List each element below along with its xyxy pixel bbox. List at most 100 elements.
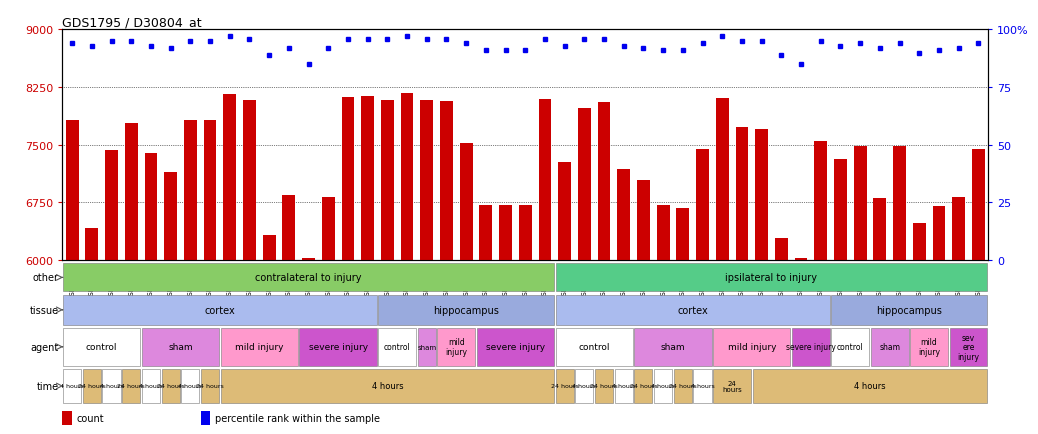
- Bar: [696, 150, 709, 434]
- Bar: [618, 170, 630, 434]
- Text: 24 hours: 24 hours: [668, 384, 696, 388]
- Bar: [756, 129, 768, 434]
- Text: percentile rank within the sample: percentile rank within the sample: [215, 413, 380, 423]
- Text: severe injury: severe injury: [486, 342, 545, 352]
- Text: agent: agent: [30, 342, 58, 352]
- FancyBboxPatch shape: [182, 369, 199, 403]
- FancyBboxPatch shape: [575, 369, 594, 403]
- Text: 24 hours: 24 hours: [157, 384, 185, 388]
- Bar: [401, 94, 413, 434]
- FancyBboxPatch shape: [221, 369, 554, 403]
- Bar: [322, 197, 334, 434]
- FancyBboxPatch shape: [555, 328, 633, 366]
- Bar: [637, 181, 650, 434]
- Bar: [62, 411, 72, 425]
- Bar: [243, 101, 255, 434]
- Bar: [361, 97, 374, 434]
- FancyBboxPatch shape: [555, 295, 829, 325]
- Text: contralateral to injury: contralateral to injury: [255, 273, 362, 283]
- Bar: [125, 124, 138, 434]
- FancyBboxPatch shape: [437, 328, 475, 366]
- Bar: [952, 197, 965, 434]
- Text: control: control: [837, 342, 864, 352]
- Text: control: control: [86, 342, 117, 352]
- Text: 4 hours: 4 hours: [100, 384, 124, 388]
- Text: 24 hours: 24 hours: [78, 384, 106, 388]
- Bar: [972, 150, 985, 434]
- Text: 4 hours: 4 hours: [651, 384, 675, 388]
- Bar: [184, 121, 197, 434]
- Text: mild injury: mild injury: [235, 342, 283, 352]
- Bar: [85, 228, 99, 434]
- Text: hippocampus: hippocampus: [876, 305, 943, 315]
- Text: mild
injury: mild injury: [445, 338, 467, 356]
- FancyBboxPatch shape: [300, 328, 377, 366]
- Text: count: count: [76, 413, 104, 423]
- FancyBboxPatch shape: [831, 295, 987, 325]
- Bar: [282, 196, 295, 434]
- FancyBboxPatch shape: [950, 328, 987, 366]
- Text: 4 hours: 4 hours: [572, 384, 596, 388]
- FancyBboxPatch shape: [713, 369, 750, 403]
- Bar: [263, 235, 275, 434]
- Text: sham: sham: [660, 342, 685, 352]
- Bar: [499, 205, 512, 434]
- Text: GDS1795 / D30804_at: GDS1795 / D30804_at: [62, 16, 202, 29]
- Bar: [144, 154, 158, 434]
- Text: 4 hours: 4 hours: [611, 384, 635, 388]
- Text: sham: sham: [879, 342, 900, 352]
- Text: 4 hours: 4 hours: [179, 384, 202, 388]
- FancyBboxPatch shape: [595, 369, 613, 403]
- Bar: [775, 238, 788, 434]
- Text: 24
hours: 24 hours: [722, 380, 742, 392]
- FancyBboxPatch shape: [555, 369, 574, 403]
- Text: ipsilateral to injury: ipsilateral to injury: [726, 273, 818, 283]
- Bar: [480, 205, 492, 434]
- FancyBboxPatch shape: [63, 264, 554, 292]
- Text: 4 hours: 4 hours: [139, 384, 163, 388]
- Bar: [795, 259, 808, 434]
- FancyBboxPatch shape: [555, 264, 987, 292]
- Text: 24 hours: 24 hours: [551, 384, 578, 388]
- Bar: [657, 206, 670, 434]
- FancyBboxPatch shape: [831, 328, 869, 366]
- Bar: [736, 128, 748, 434]
- Bar: [834, 159, 847, 434]
- Bar: [105, 151, 118, 434]
- Text: control: control: [578, 342, 610, 352]
- Bar: [302, 259, 315, 434]
- Bar: [853, 147, 867, 434]
- FancyBboxPatch shape: [476, 328, 554, 366]
- Bar: [932, 207, 946, 434]
- Bar: [164, 172, 177, 434]
- Text: 24 hours: 24 hours: [591, 384, 618, 388]
- Bar: [342, 98, 354, 434]
- Text: 4 hours: 4 hours: [372, 381, 403, 391]
- FancyBboxPatch shape: [792, 328, 829, 366]
- Text: 24 hours: 24 hours: [630, 384, 657, 388]
- Bar: [420, 101, 433, 434]
- FancyBboxPatch shape: [201, 369, 219, 403]
- FancyBboxPatch shape: [417, 328, 436, 366]
- FancyBboxPatch shape: [221, 328, 298, 366]
- FancyBboxPatch shape: [63, 328, 140, 366]
- Text: 24 hours: 24 hours: [117, 384, 145, 388]
- FancyBboxPatch shape: [713, 328, 790, 366]
- Bar: [558, 162, 571, 434]
- FancyBboxPatch shape: [634, 369, 653, 403]
- Text: 4 hours: 4 hours: [60, 384, 84, 388]
- FancyBboxPatch shape: [693, 369, 712, 403]
- Bar: [815, 141, 827, 434]
- FancyBboxPatch shape: [614, 369, 633, 403]
- Bar: [873, 198, 886, 434]
- Text: sham: sham: [168, 342, 193, 352]
- Text: mild
injury: mild injury: [918, 338, 940, 356]
- Text: tissue: tissue: [29, 305, 58, 315]
- FancyBboxPatch shape: [871, 328, 908, 366]
- Text: hippocampus: hippocampus: [433, 305, 499, 315]
- FancyBboxPatch shape: [142, 369, 160, 403]
- Bar: [578, 108, 591, 434]
- FancyBboxPatch shape: [674, 369, 692, 403]
- Text: other: other: [32, 273, 58, 283]
- FancyBboxPatch shape: [122, 369, 140, 403]
